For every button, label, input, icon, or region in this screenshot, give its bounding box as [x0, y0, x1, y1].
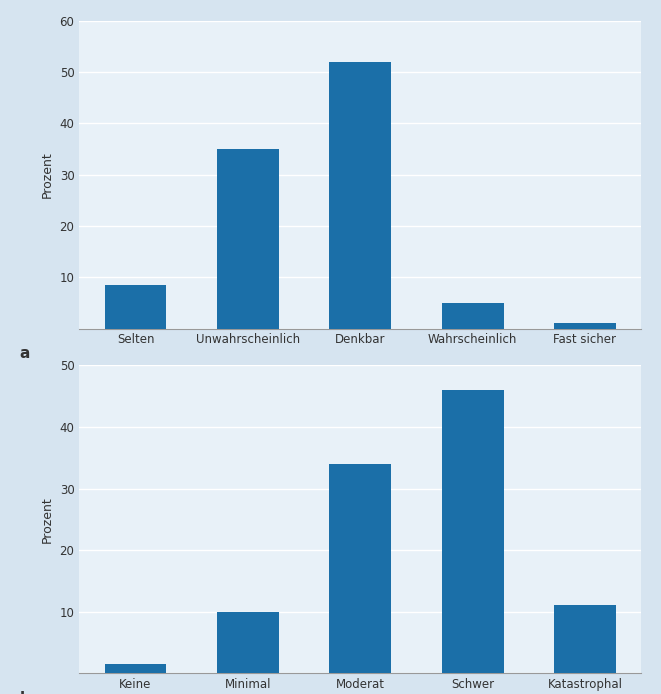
Bar — [329, 62, 391, 328]
Bar — [554, 605, 616, 673]
Bar — [442, 303, 504, 328]
Bar — [104, 285, 167, 328]
Bar — [442, 390, 504, 673]
Bar — [554, 323, 616, 328]
Bar — [217, 611, 279, 673]
Y-axis label: Prozent: Prozent — [41, 151, 54, 198]
Bar — [104, 664, 167, 673]
Bar — [217, 149, 279, 328]
Y-axis label: Prozent: Prozent — [41, 496, 54, 543]
Text: a: a — [20, 346, 30, 361]
Text: b: b — [20, 691, 30, 694]
Bar — [329, 464, 391, 673]
